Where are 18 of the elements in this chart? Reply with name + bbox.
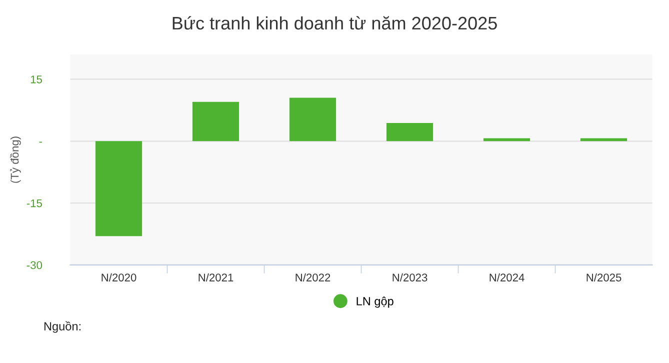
x-tick-label: N/2023: [392, 273, 428, 282]
x-tick-label: N/2024: [490, 273, 524, 282]
y-tick-label: 15: [30, 76, 42, 84]
y-tick-label: -: [39, 142, 42, 143]
text: Nguồn:: [44, 321, 80, 333]
x-tick-label: N/2021: [198, 273, 234, 282]
x-tick-label: N/2022: [296, 273, 330, 282]
bar: [95, 141, 142, 236]
bar: [386, 122, 434, 142]
chart-title: Bức tranh kinh doanh từ năm 2020-2025: [172, 16, 497, 30]
bar: [289, 98, 336, 142]
legend-label: LN gộp: [356, 296, 394, 308]
x-tick-label: N/2025: [586, 273, 622, 282]
bar: [192, 102, 240, 142]
y-axis-title: (Tỷ đồng): [10, 136, 21, 183]
y-tick-label: -15: [26, 199, 42, 208]
x-tick-label: N/2020: [102, 273, 136, 282]
y-tick-label: -30: [26, 261, 42, 270]
